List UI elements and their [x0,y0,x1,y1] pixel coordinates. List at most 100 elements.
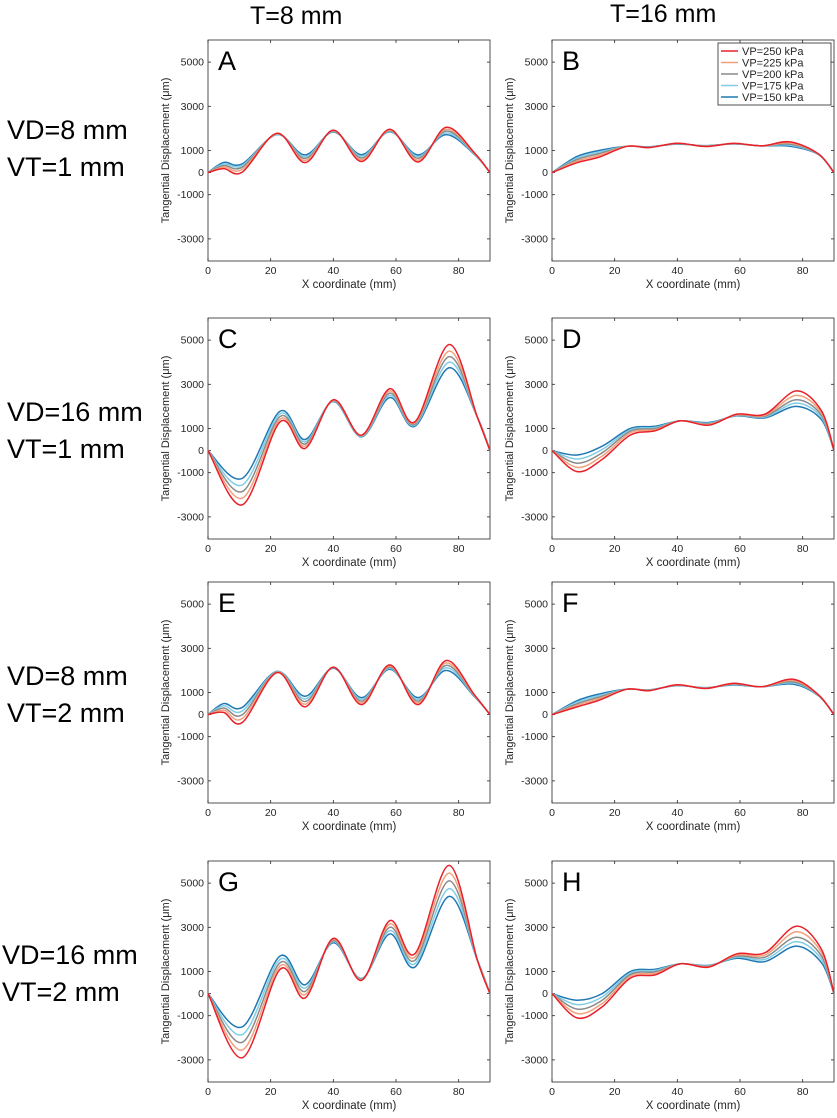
y-tick-label: -3000 [177,775,204,787]
panel-g: 0 20 40 60 80 -3000 -1000 0 1000 3000 5000 X coordi… [160,860,491,1112]
x-axis-label: X coordinate (mm) [646,557,741,569]
panel-f: 0 20 40 60 80 -3000 -1000 0 1000 3000 5000 X coordi… [504,581,835,833]
row-label-vt: VT=2 mm [7,698,125,728]
x-axis-label: X coordinate (mm) [646,821,741,833]
x-tick-label: 0 [205,807,211,819]
y-tick-label: 1000 [525,966,549,978]
x-tick-label: 40 [327,1086,339,1098]
series-line-250kpa [552,925,834,1020]
y-tick-label: 5000 [525,878,549,890]
x-tick-label: 60 [734,807,746,819]
plot-area [551,317,835,540]
x-tick-label: 80 [797,1086,809,1098]
y-tick-label: 5000 [525,599,549,611]
x-tick-label: 80 [797,543,809,555]
panel-letter: B [562,46,580,76]
panel-letter: C [218,324,238,354]
x-tick-label: 20 [265,807,277,819]
y-tick-label: 0 [198,167,204,179]
y-axis-label: Tangential Displacement (μm) [160,78,172,224]
x-axis-label: X coordinate (mm) [646,1100,741,1112]
panel-letter: A [218,46,236,76]
y-tick-label: -3000 [521,775,548,787]
x-axis-label: X coordinate (mm) [302,557,397,569]
x-tick-label: 60 [390,1086,402,1098]
panel-e: 0 20 40 60 80 -3000 -1000 0 1000 3000 5000 X coordi… [160,581,491,833]
row-label-vd: VD=16 mm [2,940,138,970]
y-axis-label: Tangential Displacement (μm) [160,620,172,766]
x-tick-label: 60 [734,1086,746,1098]
row-label-vt: VT=2 mm [2,977,120,1007]
y-tick-label: 1000 [525,145,549,157]
x-tick-label: 0 [549,1086,555,1098]
y-tick-label: 1000 [181,145,205,157]
row-label-4: VD=16 mm VT=2 mm [2,937,172,1011]
series-group [208,659,490,725]
y-tick-label: -1000 [521,467,548,479]
panel-d: 0 20 40 60 80 -3000 -1000 0 1000 3000 5000 X coordi… [504,317,835,569]
y-tick-label: 0 [542,709,548,721]
x-tick-label: 20 [609,265,621,277]
x-tick-label: 40 [327,265,339,277]
x-tick-label: 20 [265,543,277,555]
x-tick-label: 60 [390,807,402,819]
y-tick-label: 0 [542,988,548,1000]
x-tick-label: 40 [671,543,683,555]
series-line-250kpa [208,864,490,1059]
x-tick-label: 0 [549,807,555,819]
plot-area [551,581,835,804]
panel-letter: D [562,324,582,354]
x-tick-label: 80 [453,807,465,819]
x-tick-label: 60 [390,543,402,555]
series-line-250kpa [208,343,490,506]
y-tick-label: 0 [198,988,204,1000]
y-tick-label: -1000 [521,1010,548,1022]
y-tick-label: 1000 [181,423,205,435]
x-tick-label: 0 [205,265,211,277]
x-tick-label: 60 [734,265,746,277]
y-tick-label: 3000 [181,643,205,655]
y-tick-label: 5000 [181,57,205,69]
legend-entry: VP=175 kPa [742,80,804,92]
column-header-t16: T=16 mm [610,0,717,28]
series-group [552,678,834,716]
series-group [208,343,490,506]
x-axis-label: X coordinate (mm) [302,1100,397,1112]
plot-area [551,860,835,1083]
x-tick-label: 80 [453,1086,465,1098]
row-label-vd: VD=16 mm [7,397,143,427]
panel-h: 0 20 40 60 80 -3000 -1000 0 1000 3000 5000 X coordi… [504,860,835,1112]
y-tick-label: 5000 [525,335,549,347]
plot-area [207,317,491,540]
x-tick-label: 40 [671,1086,683,1098]
x-tick-label: 80 [797,265,809,277]
y-tick-label: 3000 [181,101,205,113]
y-tick-label: 1000 [525,423,549,435]
x-axis-label: X coordinate (mm) [646,279,741,291]
x-tick-label: 0 [205,1086,211,1098]
y-tick-label: -3000 [521,511,548,523]
x-tick-label: 40 [671,807,683,819]
x-tick-label: 40 [327,543,339,555]
x-tick-label: 40 [671,265,683,277]
y-tick-label: -1000 [521,189,548,201]
panel-letter: H [562,867,582,897]
y-tick-label: 5000 [525,57,549,69]
x-axis-label: X coordinate (mm) [302,821,397,833]
x-tick-label: 0 [549,265,555,277]
y-axis-label: Tangential Displacement (μm) [504,78,516,224]
series-line-250kpa [552,678,834,716]
column-header-t8: T=8 mm [250,2,343,30]
x-tick-label: 20 [265,1086,277,1098]
series-group [208,864,490,1059]
panel-letter: G [218,867,239,897]
y-tick-label: 1000 [181,687,205,699]
legend-entry: VP=150 kPa [742,92,804,104]
x-tick-label: 80 [453,543,465,555]
x-tick-label: 20 [609,807,621,819]
series-line-250kpa [208,659,490,725]
y-tick-label: -3000 [177,511,204,523]
y-tick-label: -1000 [521,731,548,743]
series-group [552,925,834,1020]
